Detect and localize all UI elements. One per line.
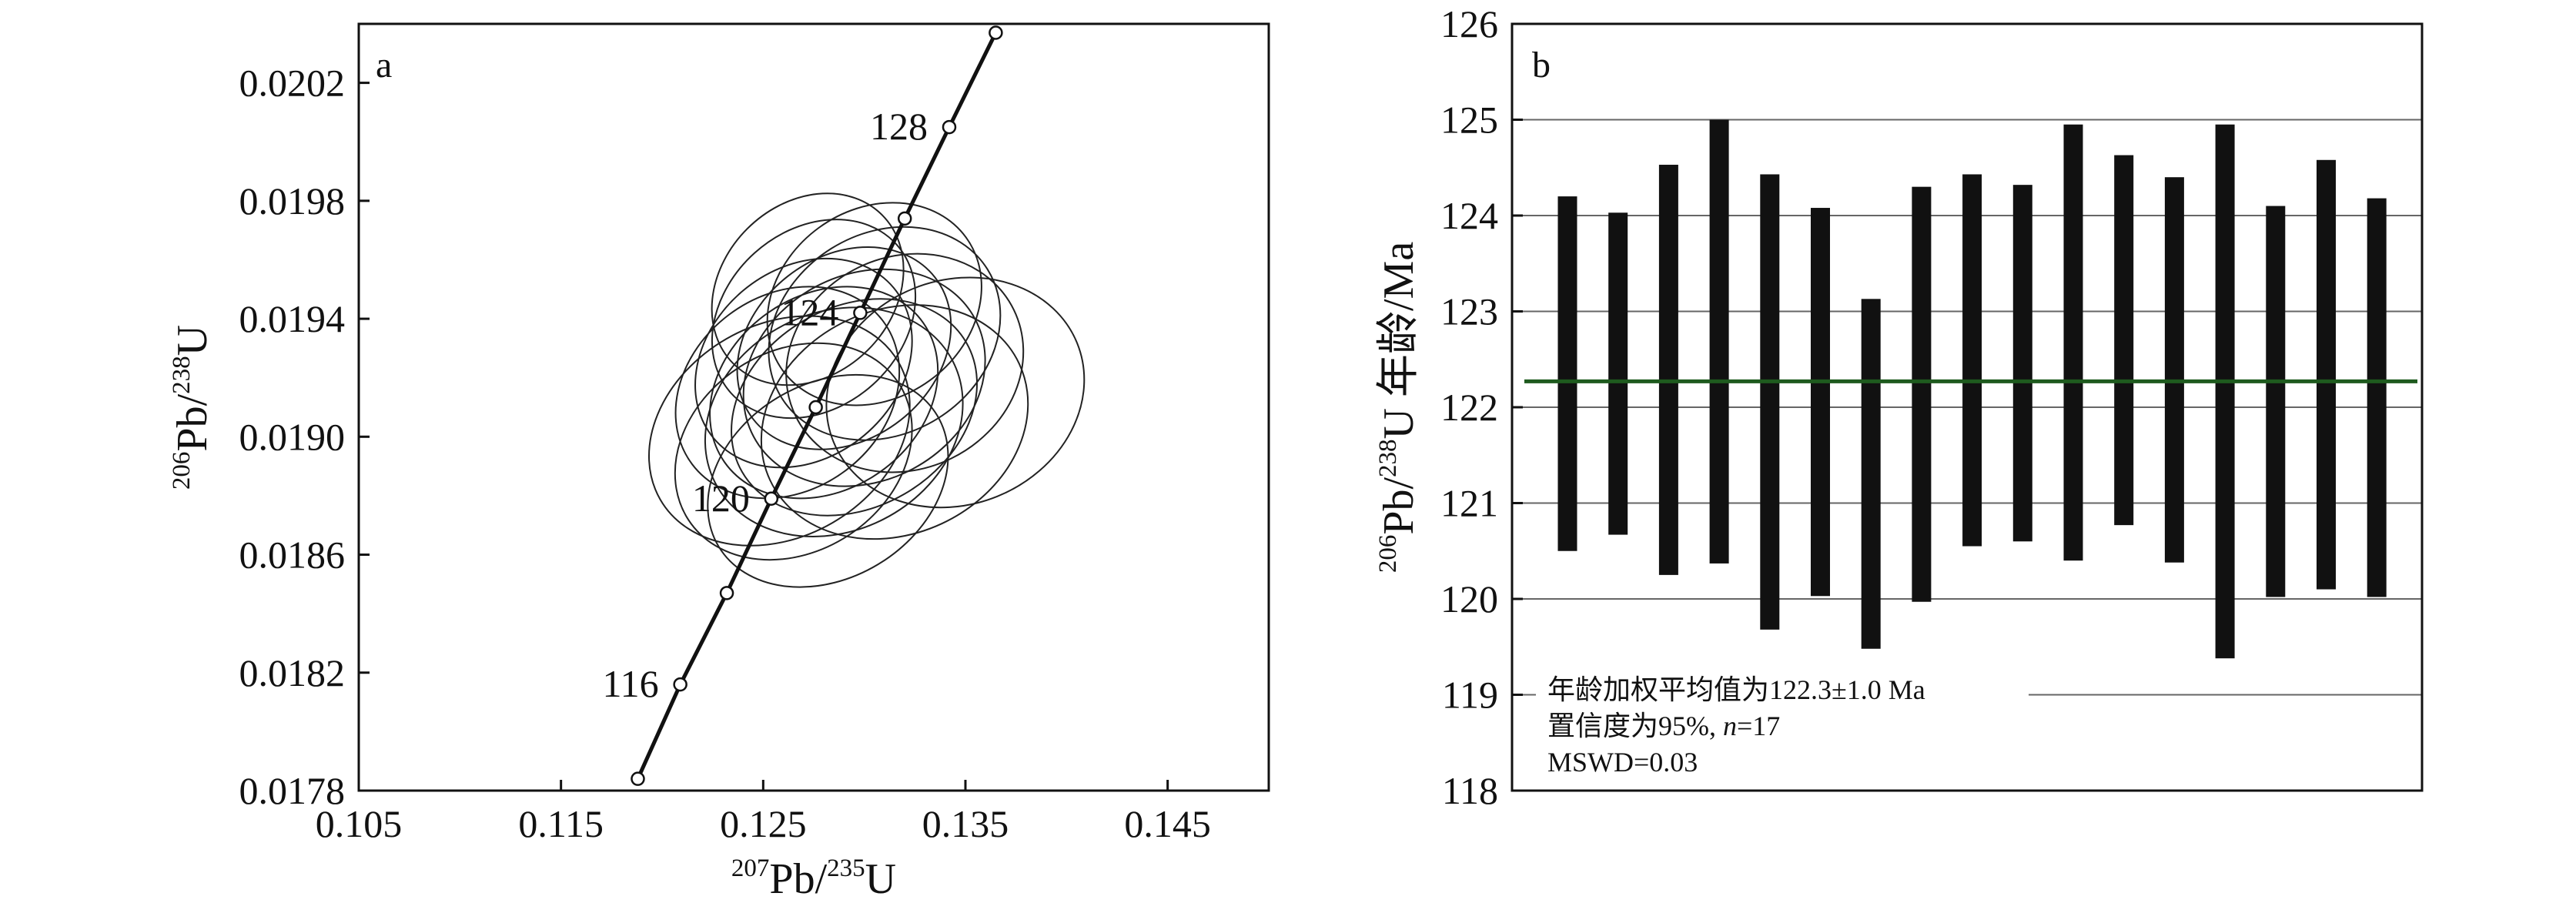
y-tick-label: 0.0186 — [239, 533, 346, 577]
error-ellipse — [768, 226, 1002, 441]
concordia-age-labels: 116 120 124 128 — [602, 105, 928, 705]
y-tick-label: 0.0194 — [239, 297, 346, 340]
y-tick-label: 0.0198 — [239, 179, 346, 222]
x-tick-label: 0.125 — [720, 802, 807, 845]
age-bar — [1811, 208, 1830, 597]
y-tick-label: 118 — [1442, 769, 1498, 812]
age-bar — [1760, 174, 1780, 630]
y-axis-label-b: 206Pb/238U 年龄/Ma — [1374, 242, 1423, 573]
age-bar — [2114, 155, 2134, 526]
error-ellipses — [647, 192, 1086, 588]
error-ellipse — [766, 202, 982, 406]
age-bar — [2266, 206, 2286, 597]
concordia-age-marker — [764, 491, 779, 507]
concordia-age-label: 120 — [692, 477, 750, 520]
y-tick-label: 0.0190 — [239, 415, 346, 458]
y-axis-label: 206Pb/238U — [168, 325, 216, 490]
concordia-age-label: 116 — [602, 662, 658, 705]
error-ellipse — [785, 253, 1025, 473]
panel-letter-a: a — [376, 45, 392, 85]
y-tick-label: 121 — [1440, 482, 1498, 525]
error-ellipse — [711, 192, 905, 386]
y-tick-label: 120 — [1440, 577, 1498, 620]
concordia-age-label: 124 — [781, 290, 838, 333]
error-ellipse — [711, 219, 917, 420]
annotation-background — [1536, 668, 2029, 784]
y-tick-label: 0.0202 — [239, 62, 346, 105]
error-ellipse — [825, 276, 1086, 509]
age-bar — [2367, 198, 2387, 597]
age-bar — [2215, 124, 2235, 659]
error-ellipse — [731, 298, 979, 517]
y-tick-label: 123 — [1440, 290, 1498, 333]
age-bar — [1557, 196, 1577, 551]
concordia-age-markers — [631, 25, 1003, 786]
age-bar — [1709, 119, 1729, 564]
error-ellipse — [647, 315, 911, 547]
error-ellipse — [760, 304, 1029, 540]
y-tick-label: 119 — [1442, 674, 1498, 717]
error-ellipse — [674, 286, 901, 500]
error-ellipse — [694, 257, 913, 469]
concordia-age-marker — [897, 211, 912, 226]
y-axis-ticks: 0.0178 0.0182 0.0186 0.0190 0.0194 0.0198 0.02… — [239, 62, 370, 812]
error-ellipse — [707, 373, 949, 588]
y-tick-label: 0.0182 — [239, 651, 346, 694]
concordia-age-marker — [673, 677, 687, 692]
x-axis-label: 207Pb/235U — [731, 855, 896, 903]
annotation-mswd: MSWD=0.03 — [1547, 747, 1698, 778]
weighted-mean-plot: b 118 119 120 121 122 123 124 125 126 206Pb/238U… — [1374, 2, 2424, 812]
y-tick-label: 122 — [1440, 386, 1498, 429]
concordia-age-marker — [808, 400, 823, 415]
concordia-age-marker — [853, 306, 868, 320]
error-ellipse — [704, 306, 964, 537]
age-error-bars — [1557, 119, 2387, 659]
panel-letter-b: b — [1532, 45, 1551, 85]
y-axis-ticks: 118 119 120 121 122 123 124 125 126 — [1440, 2, 1523, 812]
concordia-plot: 116 120 124 128 a 0.105 0.115 0.125 0.135 0.145… — [168, 22, 1270, 903]
age-bar — [1912, 186, 1932, 602]
concordia-age-marker — [989, 25, 1003, 40]
age-bar — [2317, 159, 2336, 590]
x-tick-label: 0.145 — [1124, 802, 1211, 845]
y-tick-label: 126 — [1440, 2, 1498, 45]
plot-frame-a — [357, 22, 1270, 792]
y-tick-label: 125 — [1440, 99, 1498, 142]
concordia-age-label: 128 — [870, 105, 928, 148]
age-bar — [1962, 174, 1982, 547]
error-ellipse — [736, 246, 952, 450]
y-tick-label: 124 — [1440, 194, 1498, 237]
age-bar — [1861, 299, 1881, 649]
x-tick-label: 0.105 — [316, 802, 403, 845]
concordia-age-marker — [631, 771, 645, 786]
x-axis-ticks: 0.105 0.115 0.125 0.135 0.145 — [316, 780, 1211, 845]
annotation-confidence: 置信度为95%, n=17 — [1547, 711, 1780, 741]
concordia-age-marker — [719, 586, 734, 600]
y-tick-label: 0.0178 — [239, 769, 346, 812]
age-bar — [2164, 177, 2184, 563]
annotation-weighted-mean: 年龄加权平均值为122.3±1.0 Ma — [1547, 674, 1925, 705]
age-bar — [1658, 165, 1678, 575]
x-tick-label: 0.135 — [922, 802, 1009, 845]
age-bar — [2012, 185, 2032, 542]
x-tick-label: 0.115 — [518, 802, 604, 845]
age-bar — [2063, 124, 2083, 561]
age-bar — [1608, 212, 1628, 535]
concordia-age-marker — [942, 119, 957, 135]
